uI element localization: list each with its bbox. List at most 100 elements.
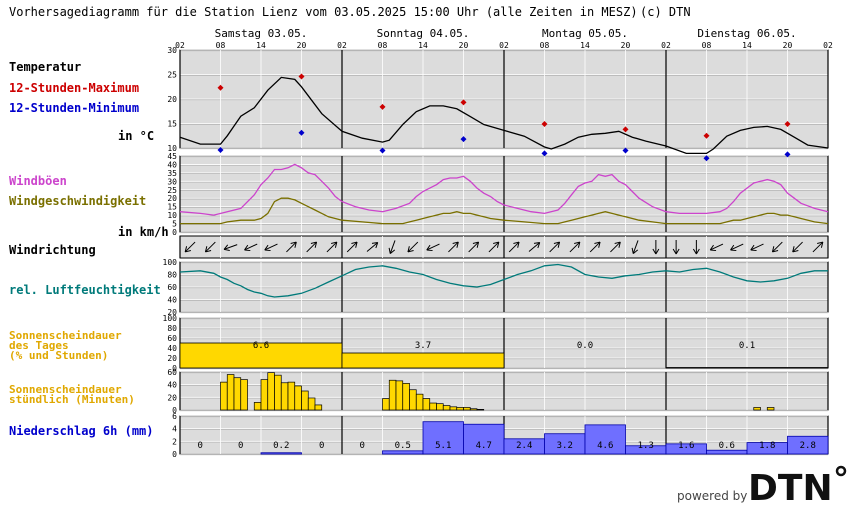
arrow-shaft [589, 241, 601, 253]
wind-direction-arrow [366, 242, 379, 252]
arrow-shaft [468, 241, 479, 253]
precip-label: 0.6 [719, 441, 735, 451]
min-marker [460, 136, 467, 143]
wind-direction-arrow [709, 243, 724, 252]
daily-sun-bar [665, 367, 829, 369]
data-marks: 6.6 3.7 0.0 0.1 0 0 0.2 0 0 0.5 5.1 4.7 2.4 3.2 4.6 1.3… [179, 73, 829, 455]
y-tick-label: 40 [167, 160, 177, 169]
wind-direction-arrow [672, 240, 680, 255]
precip-label: 4.7 [476, 441, 492, 451]
arrow-head [652, 248, 660, 255]
max-marker [217, 84, 224, 91]
arrow-shaft [244, 243, 258, 251]
label-gusts: Windböen [9, 174, 67, 188]
precip-label: 1.8 [759, 441, 775, 451]
arrow-head [204, 246, 212, 253]
day-labels: Samstag 03.05. Sonntag 04.05. Montag 05.05… [215, 27, 797, 40]
wind-direction-arrow [549, 241, 561, 253]
daily-sun-bar [179, 342, 343, 369]
arrow-shaft [549, 241, 560, 253]
min-marker [379, 147, 386, 154]
arrow-head [631, 247, 639, 254]
min-marker [784, 151, 791, 158]
arrow-shaft [286, 241, 297, 253]
y-tick-label: 60 [167, 368, 177, 377]
y-tick-label: 20 [167, 95, 177, 104]
arrow-shaft [750, 243, 764, 251]
arrow-head [771, 246, 779, 253]
temperature-line [179, 76, 829, 155]
copyright: (c) DTN [640, 5, 691, 19]
day-label: Sonntag 04.05. [377, 27, 470, 40]
precip-label: 0 [198, 441, 203, 451]
arrow-head [244, 244, 251, 252]
hour-tick-label: 20 [459, 41, 469, 50]
wind-direction-arrow [388, 240, 396, 254]
hourly-sun-bar [287, 381, 296, 411]
arrow-head [310, 241, 318, 248]
arrow-head [513, 241, 520, 248]
y-tick-label: 25 [167, 186, 177, 195]
arrow-head [553, 241, 561, 248]
arrow-shaft [730, 243, 744, 251]
arrow-head [672, 248, 680, 255]
hourly-sun-bar [463, 407, 471, 411]
y-tick-label: 20 [167, 354, 177, 363]
label-sun-day-2: des Tages [9, 339, 69, 352]
arrow-shaft [632, 240, 639, 254]
hourly-sun-bar [442, 405, 451, 411]
wind-direction-arrow [204, 241, 216, 253]
min-marker [298, 129, 305, 136]
y-tick-label: 6 [172, 412, 177, 421]
label-sun-hour-2: stündlich (Minuten) [9, 393, 135, 406]
y-tick-label: 40 [167, 296, 177, 305]
wind-direction-arrow [610, 241, 621, 253]
day-label: Samstag 03.05. [215, 27, 308, 40]
arrow-head [614, 241, 621, 248]
y-tick-label: 100 [163, 258, 178, 267]
arrow-head [371, 242, 379, 249]
min-marker [217, 146, 224, 153]
arrow-head [331, 241, 338, 248]
hour-tick-label: 08 [702, 41, 712, 50]
max-marker [622, 126, 629, 133]
humidity-line [179, 263, 828, 298]
hourly-sun-bar [415, 393, 424, 411]
hour-tick-label: 02 [175, 41, 185, 50]
daily-sun-label: 6.6 [253, 341, 269, 351]
hourly-sun-bar [260, 379, 269, 411]
label-winddirection: Windrichtung [9, 243, 96, 257]
label-sun-hour-1: Sonnenscheindauer [9, 383, 122, 396]
hour-tick-label: 14 [742, 41, 752, 50]
arrow-head [351, 241, 358, 248]
hourly-sun-bar [294, 385, 302, 411]
wind-direction-arrow [326, 241, 338, 253]
dtn-logo-dot [835, 465, 847, 477]
precip-label: 4.6 [597, 441, 613, 451]
hour-tick-label: 08 [540, 41, 550, 50]
y-tick-label: 25 [167, 71, 177, 80]
hour-tick-label: 14 [256, 41, 266, 50]
wind-direction-arrow [792, 241, 803, 253]
arrow-head [472, 241, 480, 248]
max-marker [703, 132, 710, 139]
y-tick-label: 30 [167, 46, 177, 55]
y-tick-label: 60 [167, 334, 177, 343]
max-marker [379, 103, 386, 110]
arrow-head [452, 241, 459, 248]
wind-direction-arrow [306, 241, 318, 253]
y-tick-label: 0 [172, 406, 177, 415]
arrow-shaft [264, 243, 278, 251]
daily-sun-label: 3.7 [415, 341, 431, 351]
arrow-shaft [223, 244, 238, 250]
hour-tick-label: 20 [783, 41, 793, 50]
max-marker [460, 99, 467, 106]
arrow-shaft [710, 243, 724, 251]
day-label: Montag 05.05. [542, 27, 628, 40]
arrow-head [493, 241, 500, 248]
arrow-head [223, 244, 230, 251]
hourly-sun-bar [456, 407, 464, 411]
arrow-head [388, 247, 396, 254]
y-tick-label: 35 [167, 169, 177, 178]
